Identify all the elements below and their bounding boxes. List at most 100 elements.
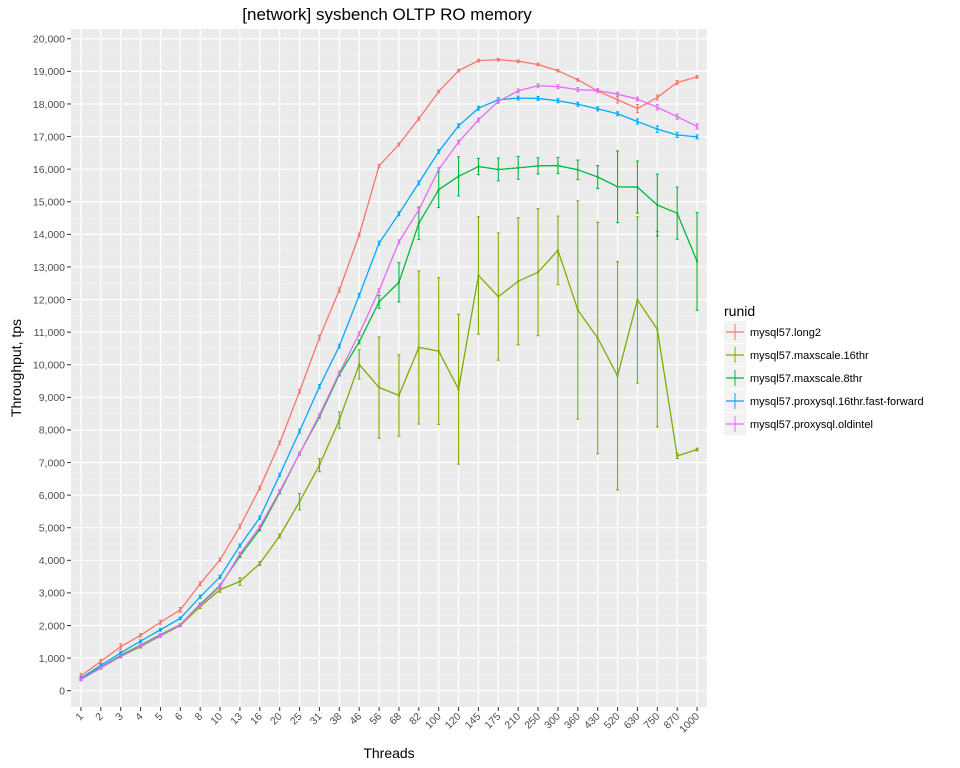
x-tick-label: 46 bbox=[348, 711, 365, 728]
chart-title: [network] sysbench OLTP RO memory bbox=[242, 5, 532, 24]
data-point bbox=[536, 270, 540, 274]
grid-minor-lines bbox=[71, 54, 707, 675]
data-point bbox=[99, 660, 103, 663]
data-point bbox=[596, 89, 599, 92]
data-point bbox=[258, 486, 262, 490]
data-point bbox=[616, 185, 619, 188]
data-point bbox=[278, 473, 281, 477]
data-point bbox=[556, 249, 560, 252]
data-point bbox=[318, 336, 321, 339]
x-tick-label: 175 bbox=[483, 711, 504, 732]
data-point bbox=[198, 604, 202, 607]
data-point bbox=[218, 575, 222, 579]
series-layer bbox=[79, 57, 699, 682]
data-point bbox=[457, 140, 460, 144]
data-point bbox=[616, 98, 619, 101]
data-point bbox=[417, 346, 421, 349]
data-point bbox=[695, 448, 699, 451]
data-point bbox=[695, 135, 699, 139]
y-tick-label: 7,000 bbox=[39, 457, 65, 469]
x-tick-label: 16 bbox=[248, 711, 265, 728]
data-point bbox=[357, 294, 361, 297]
data-point bbox=[119, 655, 122, 658]
x-tick-label: 100 bbox=[423, 711, 444, 732]
data-point bbox=[656, 127, 659, 131]
data-point bbox=[218, 588, 222, 591]
y-tick-label: 5,000 bbox=[39, 523, 65, 535]
data-point bbox=[417, 117, 421, 120]
data-point bbox=[417, 222, 421, 225]
x-tick-label: 13 bbox=[228, 711, 245, 728]
data-point bbox=[437, 150, 440, 153]
y-tick-label: 14,000 bbox=[33, 229, 65, 241]
data-point bbox=[397, 212, 401, 216]
data-point bbox=[536, 164, 540, 168]
data-point bbox=[636, 298, 639, 302]
x-tick-label: 8 bbox=[193, 711, 206, 724]
data-point bbox=[457, 175, 460, 178]
x-tick-label: 31 bbox=[308, 711, 325, 728]
data-point bbox=[238, 544, 242, 547]
x-tick-label: 56 bbox=[367, 711, 384, 728]
data-point bbox=[576, 308, 580, 312]
data-point bbox=[536, 97, 540, 100]
data-point bbox=[656, 106, 659, 109]
data-point bbox=[616, 112, 619, 115]
data-point bbox=[99, 664, 103, 667]
data-point bbox=[497, 58, 500, 61]
data-point bbox=[636, 120, 639, 123]
data-point bbox=[675, 115, 679, 118]
series-mysql57.long2 bbox=[79, 57, 699, 680]
y-tick-label: 16,000 bbox=[33, 164, 65, 176]
data-point bbox=[437, 188, 440, 191]
x-tick-label: 210 bbox=[502, 711, 523, 732]
plot-background bbox=[71, 29, 707, 707]
data-point bbox=[516, 166, 520, 170]
data-point bbox=[258, 525, 262, 528]
data-point bbox=[159, 634, 162, 637]
x-tick-label: 5 bbox=[153, 711, 166, 724]
data-point bbox=[377, 289, 381, 292]
data-point bbox=[79, 678, 83, 681]
series-line bbox=[80, 85, 698, 681]
data-point bbox=[636, 107, 639, 110]
data-point bbox=[119, 645, 122, 648]
data-point bbox=[675, 454, 679, 458]
x-tick-label: 2 bbox=[93, 711, 106, 724]
data-point bbox=[377, 300, 381, 304]
data-point bbox=[298, 390, 301, 393]
data-point bbox=[338, 344, 341, 348]
legend-label: mysql57.maxscale.8thr bbox=[750, 373, 863, 385]
data-point bbox=[159, 621, 162, 624]
y-tick-label: 2,000 bbox=[39, 620, 65, 632]
data-point bbox=[298, 452, 301, 455]
data-point bbox=[457, 387, 460, 391]
data-point bbox=[516, 280, 520, 283]
x-tick-label: 1000 bbox=[677, 711, 702, 736]
x-tick-label: 68 bbox=[387, 711, 404, 728]
data-point bbox=[477, 107, 480, 110]
y-tick-label: 13,000 bbox=[33, 262, 65, 274]
data-point bbox=[477, 118, 480, 122]
data-point bbox=[596, 336, 599, 340]
y-tick-label: 12,000 bbox=[33, 294, 65, 306]
data-point bbox=[338, 288, 341, 292]
y-tick-label: 18,000 bbox=[33, 99, 65, 111]
y-tick-label: 9,000 bbox=[39, 392, 65, 404]
data-point bbox=[238, 525, 242, 528]
data-point bbox=[656, 203, 659, 207]
data-point bbox=[675, 133, 679, 137]
legend-label: mysql57.long2 bbox=[750, 327, 821, 339]
legend-label: mysql57.proxysql.16thr.fast-forward bbox=[750, 396, 924, 408]
x-tick-label: 82 bbox=[407, 711, 424, 728]
data-point bbox=[695, 260, 699, 263]
data-point bbox=[298, 430, 301, 433]
data-point bbox=[238, 552, 242, 555]
y-tick-label: 0 bbox=[59, 686, 65, 698]
data-point bbox=[636, 97, 639, 101]
data-point bbox=[357, 332, 361, 335]
data-point bbox=[258, 562, 262, 565]
legend-label: mysql57.proxysql.oldintel bbox=[750, 419, 873, 431]
x-tick-label: 300 bbox=[542, 711, 563, 732]
x-axis: 1 2 3 4 5 6 8 10 13 16 20 25 31 38 46 56 68 8210012014517… bbox=[73, 707, 702, 736]
